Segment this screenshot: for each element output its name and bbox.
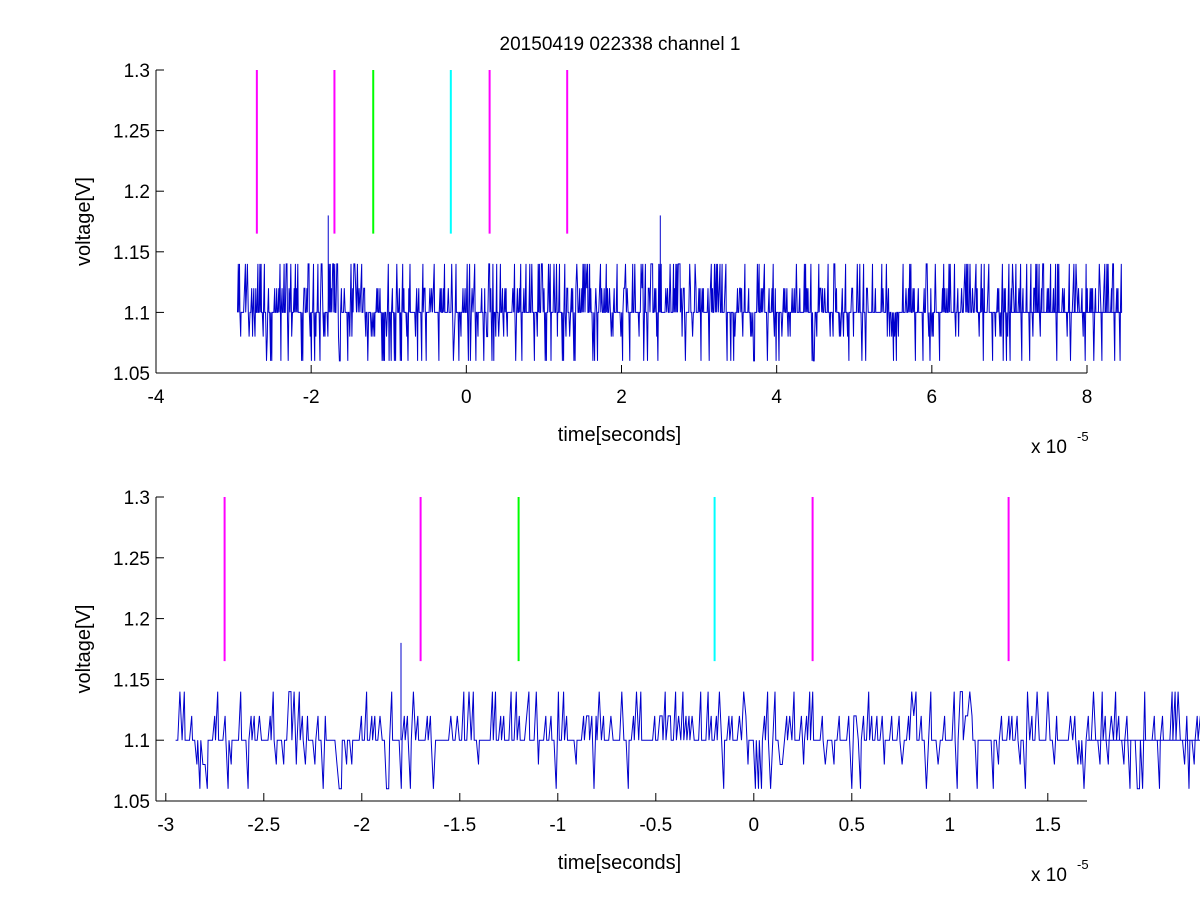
x-tick-label: -2.5 bbox=[247, 815, 280, 836]
y-tick-label: 1.15 bbox=[113, 243, 150, 264]
x-tick-label: -3 bbox=[157, 815, 174, 836]
bottom-plot: 1.05 1.1 1.15 1.2 1.25 1.3 -3 -2.5 -2 -1.5 -1 -0.5 0… bbox=[73, 488, 1200, 886]
y-tick-label: 1.1 bbox=[124, 303, 150, 324]
x-tick-label: 2 bbox=[616, 387, 627, 408]
x-axis-label: time[seconds] bbox=[558, 852, 681, 874]
y-tick-label: 1.3 bbox=[124, 61, 150, 82]
y-tick-label: 1.2 bbox=[124, 610, 150, 631]
x-tick-label: 0 bbox=[749, 815, 760, 836]
figure-title: 20150419 022338 channel 1 bbox=[500, 34, 741, 55]
x-multiplier-exponent: -5 bbox=[1077, 857, 1089, 872]
y-axis-label: voltage[V] bbox=[73, 605, 95, 694]
x-tick-label: 8 bbox=[1082, 387, 1093, 408]
x-tick-label: -2 bbox=[353, 815, 370, 836]
y-tick-label: 1.25 bbox=[113, 122, 150, 143]
y-tick-label: 1.1 bbox=[124, 731, 150, 752]
x-tick-label: -4 bbox=[148, 387, 165, 408]
signal-trace bbox=[237, 263, 1123, 362]
y-tick-label: 1.2 bbox=[124, 182, 150, 203]
y-axis-label: voltage[V] bbox=[73, 177, 95, 266]
x-tick-label: -2 bbox=[303, 387, 320, 408]
x-tick-label: -1 bbox=[549, 815, 566, 836]
x-tick-label: 1 bbox=[945, 815, 956, 836]
x-tick-label: -0.5 bbox=[639, 815, 672, 836]
x-tick-label: 0 bbox=[461, 387, 472, 408]
top-plot: 1.05 1.1 1.15 1.2 1.25 1.3 -4 -2 0 2 4 6 8 time[secon… bbox=[73, 61, 1123, 458]
y-tick-label: 1.05 bbox=[113, 792, 150, 813]
x-tick-label: 6 bbox=[927, 387, 938, 408]
x-multiplier-exponent: -5 bbox=[1077, 429, 1089, 444]
x-multiplier-label: x 10 bbox=[1031, 865, 1067, 886]
y-tick-label: 1.25 bbox=[113, 549, 150, 570]
x-tick-label: 0.5 bbox=[839, 815, 865, 836]
x-axis-label: time[seconds] bbox=[558, 424, 681, 446]
y-tick-label: 1.15 bbox=[113, 670, 150, 691]
x-tick-label: 4 bbox=[771, 387, 782, 408]
y-tick-label: 1.05 bbox=[113, 364, 150, 385]
signal-trace bbox=[175, 691, 1200, 790]
x-tick-label: -1.5 bbox=[443, 815, 476, 836]
x-multiplier-label: x 10 bbox=[1031, 437, 1067, 458]
x-tick-label: 1.5 bbox=[1035, 815, 1061, 836]
y-tick-label: 1.3 bbox=[124, 488, 150, 509]
